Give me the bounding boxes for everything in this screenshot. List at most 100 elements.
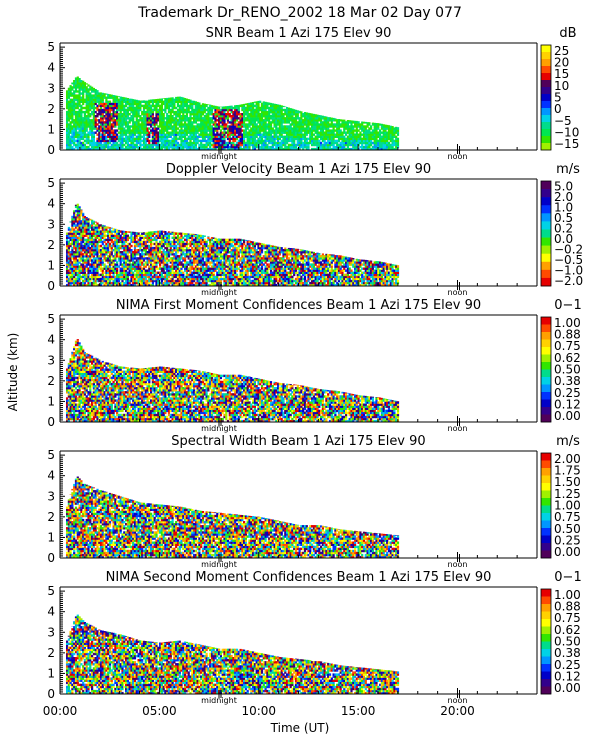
midnight-marker: midnight <box>201 696 237 705</box>
colorbar-tick-label: 0.88 <box>554 328 581 342</box>
midnight-marker: midnight <box>201 152 237 161</box>
panel-title: Spectral Width Beam 1 Azi 175 Elev 90 <box>171 434 425 449</box>
colorbar-tick-label: −0.5 <box>554 253 583 267</box>
colorbar-tick-label: 1.25 <box>554 487 581 501</box>
colorbar: 5.02.01.00.50.20.0−0.2−0.5−1.0−2.0 <box>540 179 583 288</box>
colorbar-tick-label: 0.12 <box>554 670 581 684</box>
y-tick-label: 4 <box>47 605 55 619</box>
y-tick-label: 5 <box>47 584 55 598</box>
midnight-marker: midnight <box>201 288 237 297</box>
colorbar-tick-label: −1.0 <box>554 263 583 277</box>
panel-title: NIMA First Moment Confidences Beam 1 Azi… <box>116 298 481 313</box>
colorbar-tick-label: 0.25 <box>554 658 581 672</box>
x-tick-label: 20:00 <box>440 704 475 718</box>
axes <box>59 314 538 426</box>
y-tick-label: 2 <box>47 510 55 524</box>
y-tick-label: 4 <box>47 61 55 75</box>
colorbar-tick-label: 0.12 <box>554 398 581 412</box>
colorbar: 2.001.751.501.251.000.750.500.250.00 <box>540 452 581 559</box>
panel-5: NIMA Second Moment Confidences Beam 1 Az… <box>47 570 581 705</box>
colorbar-unit: dB <box>559 26 576 41</box>
colorbar-tick-label: −15 <box>554 137 579 151</box>
colorbar-tick-label: 10 <box>554 79 569 93</box>
y-tick-label: 0 <box>47 687 55 701</box>
y-tick-label: 2 <box>47 646 55 660</box>
midnight-marker: midnight <box>201 424 237 433</box>
y-tick-label: 5 <box>47 176 55 190</box>
noon-marker: noon <box>448 560 468 569</box>
colorbar-unit: m/s <box>556 162 580 177</box>
y-axis-label: Altitude (km) <box>6 333 20 412</box>
colorbar-tick-label: −5 <box>554 114 572 128</box>
colorbar-tick-label: −2.0 <box>554 274 583 288</box>
colorbar-tick-label: 1.00 <box>554 316 581 330</box>
y-tick-label: 0 <box>47 551 55 565</box>
heatmap-data <box>66 76 400 151</box>
colorbar-tick-label: 0.00 <box>554 681 581 695</box>
colorbar-tick-label: 5.0 <box>554 179 573 193</box>
colorbar-tick-label: 1.50 <box>554 475 581 489</box>
figure-title: Trademark Dr_RENO_2002 18 Mar 02 Day 077 <box>137 5 462 21</box>
colorbar-tick-label: 15 <box>554 67 569 81</box>
colorbar-tick-label: 0.50 <box>554 363 581 377</box>
colorbar-tick-label: 0.0 <box>554 232 573 246</box>
y-tick-label: 1 <box>47 666 55 680</box>
y-tick-label: 4 <box>47 469 55 483</box>
x-axis-label: Time (UT) <box>270 721 330 735</box>
y-tick-label: 3 <box>47 217 55 231</box>
colorbar-tick-label: 20 <box>554 56 569 70</box>
colorbar-unit: 0−1 <box>554 570 581 585</box>
panel-4: Spectral Width Beam 1 Azi 175 Elev 90 m/s… <box>47 434 580 569</box>
y-tick-label: 2 <box>47 374 55 388</box>
midnight-marker: midnight <box>201 560 237 569</box>
colorbar-tick-label: 1.0 <box>554 200 573 214</box>
y-tick-label: 0 <box>47 143 55 157</box>
colorbar-tick-label: 0.50 <box>554 522 581 536</box>
colorbar-tick-label: 1.75 <box>554 464 581 478</box>
panel-title: Doppler Velocity Beam 1 Azi 175 Elev 90 <box>166 162 431 177</box>
colorbar-tick-label: 0.25 <box>554 386 581 400</box>
colorbar-tick-label: 5 <box>554 91 562 105</box>
noon-marker: noon <box>448 288 468 297</box>
y-tick-label: 5 <box>47 40 55 54</box>
noon-marker: noon <box>448 696 468 705</box>
colorbar-tick-label: 0.50 <box>554 635 581 649</box>
x-tick-label: 05:00 <box>142 704 177 718</box>
colorbar-unit: m/s <box>556 434 580 449</box>
axes <box>59 450 538 562</box>
colorbar-tick-label: 0.2 <box>554 221 573 235</box>
colorbar-tick-label: 0.75 <box>554 611 581 625</box>
colorbar-tick-label: −0.2 <box>554 242 583 256</box>
colorbar-tick-label: 0.75 <box>554 339 581 353</box>
axes <box>59 42 538 154</box>
colorbar-tick-label: 2.00 <box>554 452 581 466</box>
y-tick-label: 0 <box>47 415 55 429</box>
axes <box>59 178 538 290</box>
x-tick-label: 10:00 <box>241 704 276 718</box>
heatmap-data <box>66 476 400 559</box>
colorbar-tick-label: −10 <box>554 126 579 140</box>
y-tick-label: 3 <box>47 81 55 95</box>
colorbar-tick-label: 0.5 <box>554 211 573 225</box>
y-tick-label: 2 <box>47 238 55 252</box>
y-tick-label: 1 <box>47 530 55 544</box>
colorbar-tick-label: 1.00 <box>554 588 581 602</box>
heatmap-data <box>66 339 400 423</box>
colorbar-tick-label: 0.38 <box>554 374 581 388</box>
panel-title: NIMA Second Moment Confidences Beam 1 Az… <box>106 570 492 585</box>
colorbar-unit: 0−1 <box>554 298 581 313</box>
colorbar-tick-label: 0.38 <box>554 646 581 660</box>
axes <box>59 586 538 698</box>
y-tick-label: 1 <box>47 122 55 136</box>
heatmap-data <box>66 614 400 695</box>
y-tick-label: 4 <box>47 197 55 211</box>
y-tick-label: 4 <box>47 333 55 347</box>
colorbar: 1.000.880.750.620.500.380.250.120.00 <box>540 588 581 695</box>
colorbar-tick-label: 0.00 <box>554 545 581 559</box>
x-tick-labels: 00:00 05:00 10:00 15:00 20:00 <box>43 704 475 718</box>
colorbar-tick-label: 0 <box>554 102 562 116</box>
colorbar-tick-label: 0.25 <box>554 534 581 548</box>
noon-marker: noon <box>448 152 468 161</box>
